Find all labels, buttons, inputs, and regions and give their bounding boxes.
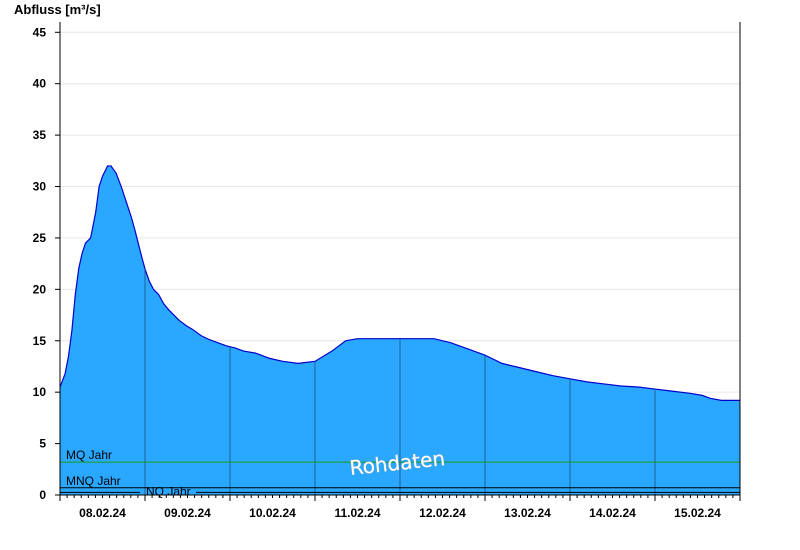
y-tick-label-30: 30 [33, 180, 47, 194]
x-tick-label-6: 14.02.24 [589, 506, 636, 520]
ref-label-1: MNQ Jahr [66, 474, 121, 488]
x-tick-label-0: 08.02.24 [79, 506, 126, 520]
y-axis-label: Abfluss [m³/s] [14, 2, 101, 17]
ref-label-0: MQ Jahr [66, 448, 112, 462]
day-separator-lines [144, 268, 656, 495]
y-tick-label-20: 20 [33, 282, 47, 296]
y-tick-label-45: 45 [33, 25, 47, 39]
y-tick-label-10: 10 [33, 385, 47, 399]
x-tick-label-7: 15.02.24 [674, 506, 721, 520]
x-tick-label-5: 13.02.24 [504, 506, 551, 520]
x-tick-label-4: 12.02.24 [419, 506, 466, 520]
discharge-series-line [59, 165, 740, 401]
y-axis-ticks: 0 5 10 15 20 25 30 35 40 45 [33, 25, 60, 502]
y-tick-label-40: 40 [33, 77, 47, 91]
y-tick-label-15: 15 [33, 334, 47, 348]
y-tick-label-5: 5 [39, 437, 46, 451]
y-tick-label-35: 35 [33, 128, 47, 142]
x-tick-label-2: 10.02.24 [249, 506, 296, 520]
y-tick-label-25: 25 [33, 231, 47, 245]
ref-label-2: NQ Jahr [146, 484, 191, 498]
x-tick-label-1: 09.02.24 [164, 506, 211, 520]
x-axis-ticks: 08.02.24 09.02.24 10.02.24 11.02.24 12.02.24… [59, 495, 741, 520]
y-tick-label-0: 0 [39, 488, 46, 502]
x-tick-label-3: 11.02.24 [334, 506, 380, 520]
